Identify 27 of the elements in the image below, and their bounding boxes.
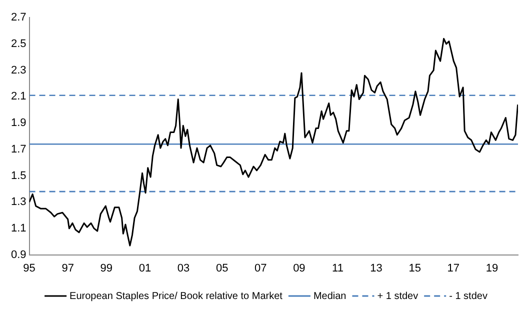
x-tick-label: 01 <box>138 262 152 274</box>
y-tick-label: 1.5 <box>10 170 26 182</box>
x-tick-label: 13 <box>370 262 382 274</box>
x-tick-label: 95 <box>23 262 36 274</box>
x-tick-label: 05 <box>216 262 228 274</box>
x-tick-label: 09 <box>293 262 306 274</box>
y-tick-label: 2.3 <box>10 64 26 76</box>
x-tick-label: 17 <box>447 262 460 274</box>
x-tick-label: 99 <box>100 262 113 274</box>
x-tick-label: 15 <box>408 262 421 274</box>
y-tick-label: 1.1 <box>10 222 26 234</box>
x-tick-label: 03 <box>177 262 190 274</box>
legend-label: + 1 stdev <box>377 290 418 302</box>
x-tick-label: 19 <box>486 262 498 274</box>
legend-label: European Staples Price/ Book relative to Market <box>70 290 283 302</box>
y-tick-label: 2.7 <box>10 12 26 24</box>
x-tick-label: 07 <box>254 262 267 274</box>
y-tick-label: 1.3 <box>10 196 26 208</box>
y-tick-label: 0.9 <box>10 248 26 261</box>
y-tick-label: 1.9 <box>10 117 26 130</box>
y-tick-label: 2.1 <box>10 90 26 103</box>
y-tick-label: 1.7 <box>10 143 26 156</box>
y-tick-label: 2.5 <box>10 38 26 50</box>
legend-label: Median <box>313 290 346 302</box>
legend-label: - 1 stdev <box>449 290 488 302</box>
x-tick-label: 97 <box>62 262 74 274</box>
x-tick-label: 11 <box>332 262 344 274</box>
